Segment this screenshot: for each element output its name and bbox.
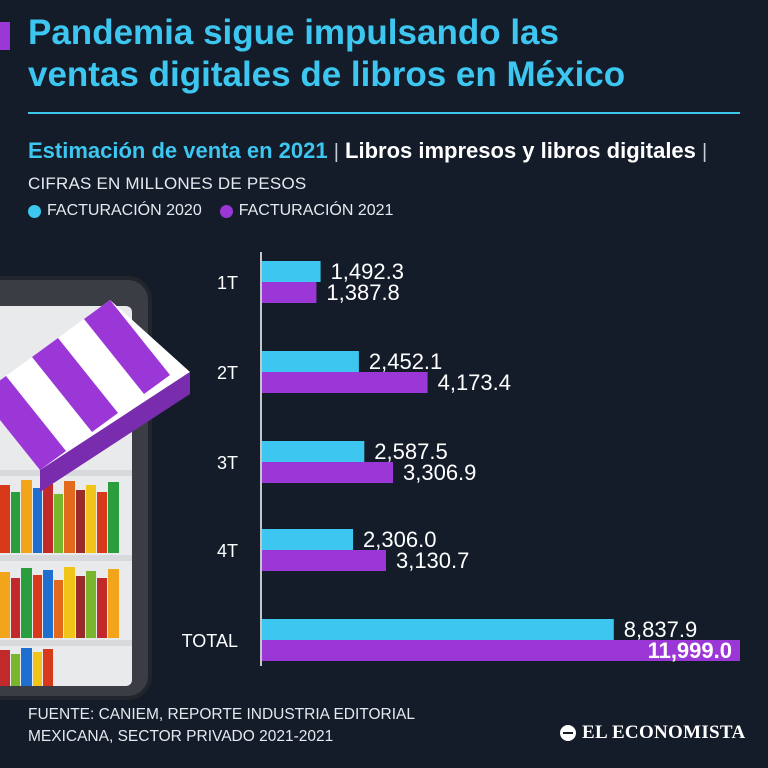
subtitle-units: CIFRAS EN MILLONES DE PESOS bbox=[28, 174, 307, 193]
chart-legend: FACTURACIÓN 2020 FACTURACIÓN 2021 bbox=[28, 202, 393, 220]
category-label-2t: 2T bbox=[217, 363, 238, 383]
title-line-1: Pandemia sigue impulsando las bbox=[28, 13, 559, 52]
awning-icon bbox=[0, 300, 190, 492]
category-label-1t: 1T bbox=[217, 273, 238, 293]
category-label-total: TOTAL bbox=[182, 631, 238, 651]
value-label-total-2020: 8,837.9 bbox=[624, 617, 697, 642]
title-divider bbox=[28, 112, 740, 114]
value-label-2t-2021: 4,173.4 bbox=[438, 370, 511, 395]
source-line-1: FUENTE: CANIEM, REPORTE INDUSTRIA EDITOR… bbox=[28, 706, 415, 723]
bar-3t-2020 bbox=[262, 441, 365, 462]
legend-item-2020: FACTURACIÓN 2020 bbox=[28, 202, 202, 220]
brand-name: EL ECONOMISTA bbox=[582, 722, 746, 743]
legend-item-2021: FACTURACIÓN 2021 bbox=[219, 202, 394, 220]
bar-total-2020 bbox=[262, 619, 614, 640]
legend-label-2021: FACTURACIÓN 2021 bbox=[238, 202, 394, 219]
bar-1t-2020 bbox=[262, 261, 321, 282]
value-label-total-2021: 11,999.0 bbox=[648, 638, 732, 663]
value-label-4t-2021: 3,130.7 bbox=[396, 548, 469, 573]
category-label-4t: 4T bbox=[217, 541, 238, 561]
bookstore-tablet-illustration bbox=[0, 276, 190, 700]
accent-bar bbox=[0, 22, 10, 50]
bar-2t-2021 bbox=[262, 372, 428, 393]
title-line-2: ventas digitales de libros en México bbox=[28, 55, 626, 94]
value-label-1t-2021: 1,387.8 bbox=[326, 280, 399, 305]
value-label-3t-2021: 3,306.9 bbox=[403, 460, 476, 485]
subtitle-books: Libros impresos y libros digitales bbox=[345, 138, 696, 163]
subtitle-estimate: Estimación de venta en 2021 bbox=[28, 138, 328, 163]
page-title: Pandemia sigue impulsando las ventas dig… bbox=[28, 12, 758, 96]
subtitle-separator-1: | bbox=[333, 141, 339, 163]
legend-dot-2020 bbox=[28, 204, 41, 218]
bar-2t-2020 bbox=[262, 351, 359, 372]
bar-4t-2020 bbox=[262, 529, 354, 550]
bar-4t-2021 bbox=[262, 550, 386, 571]
legend-dot-2021 bbox=[219, 204, 233, 218]
value-label-3t-2020: 2,587.5 bbox=[374, 439, 447, 464]
brand-logo: EL ECONOMISTA bbox=[560, 722, 746, 744]
bar-total-2021 bbox=[262, 640, 740, 661]
value-label-4t-2020: 2,306.0 bbox=[363, 527, 436, 552]
chart-subtitle: Estimación de venta en 2021 | Libros imp… bbox=[28, 136, 748, 199]
brand-mark-icon bbox=[560, 725, 576, 741]
value-label-2t-2020: 2,452.1 bbox=[369, 349, 442, 374]
source-note: FUENTE: CANIEM, REPORTE INDUSTRIA EDITOR… bbox=[28, 704, 468, 748]
legend-label-2020: FACTURACIÓN 2020 bbox=[47, 202, 202, 219]
bar-3t-2021 bbox=[262, 462, 394, 483]
bar-1t-2021 bbox=[262, 282, 317, 303]
subtitle-separator-2: | bbox=[702, 141, 708, 163]
value-label-1t-2020: 1,492.3 bbox=[331, 259, 404, 284]
category-label-3t: 3T bbox=[217, 453, 238, 473]
source-line-2: MEXICANA, SECTOR PRIVADO 2021-2021 bbox=[28, 728, 334, 745]
